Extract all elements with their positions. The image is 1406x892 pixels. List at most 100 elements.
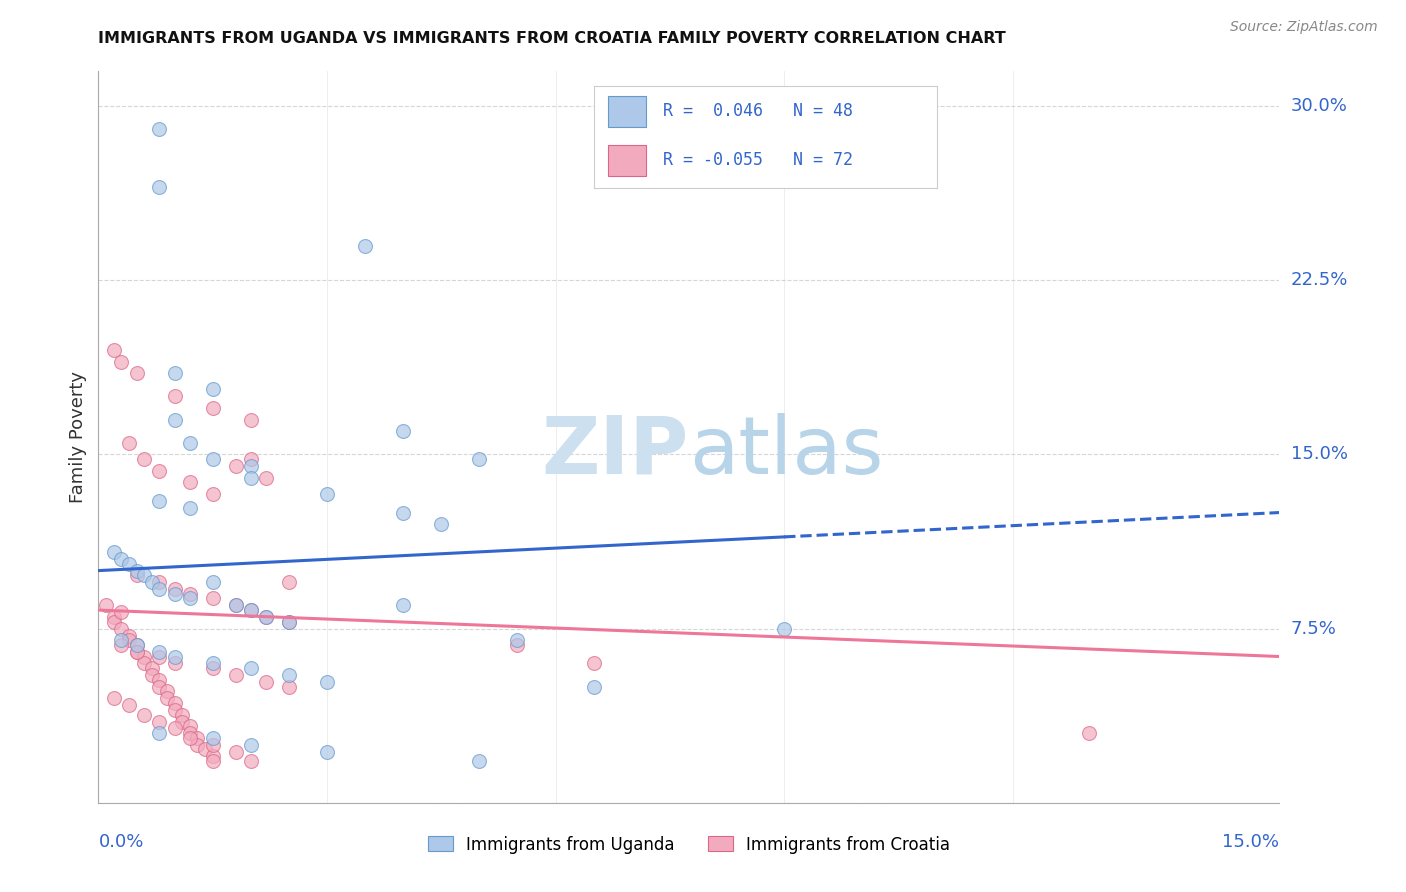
Point <box>148 464 170 478</box>
Point <box>582 680 605 694</box>
Point <box>94 599 117 613</box>
Point <box>125 638 148 652</box>
Point <box>179 719 201 733</box>
Point <box>148 180 170 194</box>
Point <box>468 754 491 768</box>
Point <box>118 557 141 571</box>
Legend: Immigrants from Uganda, Immigrants from Croatia: Immigrants from Uganda, Immigrants from … <box>420 829 957 860</box>
Point <box>254 610 277 624</box>
Point <box>110 552 132 566</box>
Text: Source: ZipAtlas.com: Source: ZipAtlas.com <box>1230 20 1378 34</box>
Point <box>103 691 125 706</box>
Text: IMMIGRANTS FROM UGANDA VS IMMIGRANTS FROM CROATIA FAMILY POVERTY CORRELATION CHA: IMMIGRANTS FROM UGANDA VS IMMIGRANTS FRO… <box>98 31 1007 46</box>
Point <box>148 645 170 659</box>
Point <box>277 615 299 629</box>
Point <box>148 714 170 729</box>
Point <box>134 649 156 664</box>
Point <box>225 745 247 759</box>
Point <box>148 582 170 597</box>
Point <box>773 622 796 636</box>
Point <box>163 587 186 601</box>
Point <box>103 545 125 559</box>
Y-axis label: Family Poverty: Family Poverty <box>69 371 87 503</box>
Point <box>582 657 605 671</box>
Point <box>163 412 186 426</box>
Point <box>148 680 170 694</box>
Point <box>468 452 491 467</box>
Point <box>201 754 224 768</box>
Point <box>103 343 125 357</box>
Point <box>506 638 529 652</box>
Point <box>103 610 125 624</box>
Point <box>172 707 194 722</box>
Point <box>239 661 262 675</box>
Point <box>277 680 299 694</box>
Point <box>134 452 156 467</box>
Point <box>134 657 156 671</box>
Point <box>277 615 299 629</box>
Point <box>201 401 224 415</box>
Point <box>201 575 224 590</box>
Point <box>110 606 132 620</box>
Point <box>506 633 529 648</box>
Point <box>225 599 247 613</box>
Point <box>141 668 163 682</box>
Point <box>125 366 148 380</box>
Point <box>201 749 224 764</box>
Text: 15.0%: 15.0% <box>1222 833 1279 851</box>
Point <box>239 754 262 768</box>
Point <box>1078 726 1101 740</box>
Point <box>201 591 224 606</box>
Point <box>316 745 339 759</box>
Point <box>118 698 141 713</box>
Point <box>125 564 148 578</box>
Point <box>239 459 262 474</box>
Point <box>225 459 247 474</box>
Point <box>163 696 186 710</box>
Point <box>277 668 299 682</box>
Point <box>110 638 132 652</box>
Point <box>179 731 201 745</box>
Text: atlas: atlas <box>689 413 883 491</box>
Point <box>225 599 247 613</box>
Point <box>148 575 170 590</box>
Text: 0.0%: 0.0% <box>98 833 143 851</box>
Text: 22.5%: 22.5% <box>1291 271 1348 289</box>
Point <box>239 452 262 467</box>
Point <box>225 668 247 682</box>
Point <box>110 622 132 636</box>
Point <box>163 582 186 597</box>
Point <box>156 691 179 706</box>
Point <box>134 568 156 582</box>
Point <box>110 354 132 368</box>
Point <box>277 575 299 590</box>
Text: 30.0%: 30.0% <box>1291 97 1347 115</box>
Point <box>239 603 262 617</box>
Point <box>179 500 201 515</box>
Point <box>201 738 224 752</box>
Point <box>392 506 415 520</box>
Point <box>163 366 186 380</box>
Point <box>201 487 224 501</box>
Point <box>186 738 208 752</box>
Point <box>148 726 170 740</box>
Point <box>141 661 163 675</box>
Point <box>134 707 156 722</box>
Point <box>103 615 125 629</box>
Point <box>163 389 186 403</box>
Point <box>201 731 224 745</box>
Point <box>163 657 186 671</box>
Point <box>201 452 224 467</box>
Point <box>201 661 224 675</box>
Point <box>179 587 201 601</box>
Point <box>354 238 377 252</box>
Point <box>239 603 262 617</box>
Point <box>163 703 186 717</box>
Point <box>118 629 141 643</box>
Point <box>392 599 415 613</box>
Point <box>186 731 208 745</box>
Point <box>179 436 201 450</box>
Point <box>254 610 277 624</box>
Point <box>316 675 339 690</box>
Point <box>179 591 201 606</box>
